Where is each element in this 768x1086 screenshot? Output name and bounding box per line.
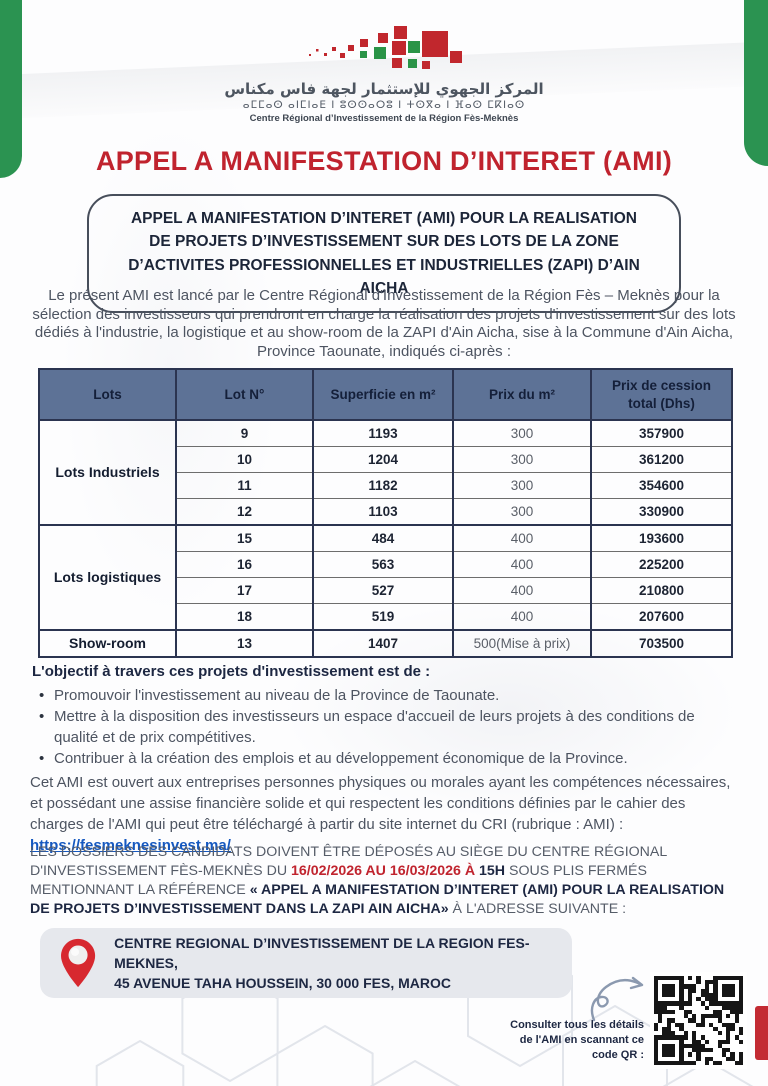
cell-superficie: 1407 [312,629,454,658]
cell-lot-number: 16 [175,551,314,578]
cell-superficie: 527 [312,577,454,604]
table-row: Show-room 13 1407 500(Mise à prix) 70350… [38,629,733,658]
col-header-superficie: Superficie en m² [312,367,454,422]
cri-logo-mosaic-icon [309,26,462,69]
group-label-showroom: Show-room [38,629,177,658]
qr-code [650,972,747,1069]
cell-prix-total: 193600 [590,524,733,552]
address-line-2: 45 AVENUE TAHA HOUSSEIN, 30 000 FES, MAR… [114,975,451,991]
cell-lot-number: 18 [175,603,314,631]
qr-caption: Consulter tous les détails de l'AMI en s… [510,1019,644,1061]
cell-prix-total: 210800 [590,577,733,604]
cell-superficie: 1182 [312,472,454,499]
cell-lot-number: 17 [175,577,314,604]
cell-prix-total: 354600 [590,472,733,499]
cell-superficie: 563 [312,551,454,578]
objective-item: Contribuer à la création des emplois et … [39,748,738,769]
col-header-prix-m2: Prix du m² [452,367,592,422]
deposit-text: SOUS PLIS FERMÉS MENTIONNANT LA RÉFÉRENC… [30,863,647,898]
col-header-prix-total: Prix de cession total (Dhs) [590,367,733,422]
cell-lot-number: 15 [175,524,314,552]
cell-prix-total: 703500 [590,629,733,658]
intro-paragraph: Le présent AMI est lancé par le Centre R… [32,287,736,360]
cell-lot-number: 12 [175,498,314,526]
table-row: 10 1204 300 361200 [39,446,733,473]
eligibility-paragraph: Cet AMI est ouvert aux entreprises perso… [30,772,740,856]
table-row: 17 527 400 210800 [39,577,733,604]
deposit-text: À L'ADRESSE SUIVANTE : [448,901,627,917]
lots-table: Lots Lot N° Superficie en m² Prix du m² … [38,367,733,659]
cell-prix-m2: 400 [452,551,592,578]
document-header: المركز الجهوي للإستثمار لجهة فاس مكناس ⴰ… [0,26,768,124]
cell-prix-m2: 500(Mise à prix) [452,629,592,658]
group-label-industriels: Lots Industriels [38,419,177,526]
deposit-dates: 16/02/2026 AU 16/03/2026 À [291,863,480,879]
table-header-row: Lots Lot N° Superficie en m² Prix du m² … [38,367,733,422]
group-label-logistiques: Lots logistiques [38,524,177,631]
objectives-section: L'objectif à travers ces projets d'inves… [32,663,738,769]
green-corner-strip-right [744,0,768,166]
logo-arabic-text: المركز الجهوي للإستثمار لجهة فاس مكناس [224,80,544,98]
cell-superficie: 1204 [312,446,454,473]
green-corner-strip-left [0,0,22,178]
deposit-reference: « APPEL A MANIFESTATION D’INTERET (AMI) … [30,882,725,917]
cell-lot-number: 10 [175,446,314,473]
cell-lot-number: 9 [175,419,314,447]
cell-superficie: 519 [312,603,454,631]
table-row: Lots logistiques 15 484 400 193600 [38,524,733,631]
table-row: 16 563 400 225200 [39,551,733,578]
red-edge-strip [755,1006,768,1060]
eligibility-text: Cet AMI est ouvert aux entreprises perso… [30,774,731,833]
table-row: Lots Industriels 9 1193 300 357900 [38,419,733,526]
page-title: APPEL A MANIFESTATION D’INTERET (AMI) [95,146,673,176]
logo-french-text: Centre Régional d’Investissement de la R… [249,113,519,124]
cell-prix-m2: 300 [452,472,592,499]
location-pin-icon [61,938,96,988]
cell-lot-number: 13 [175,629,314,658]
deposit-text: LES DOSSIERS DES CANDIDATS DOIVENT ÊTRE … [30,844,667,879]
cell-prix-m2: 300 [452,446,592,473]
cell-prix-m2: 300 [452,419,592,447]
table-row: 18 519 400 207600 [39,603,733,631]
cell-prix-m2: 400 [452,577,592,604]
address-card: CENTRE REGIONAL D’INVESTISSEMENT DE LA R… [40,928,572,998]
deposit-paragraph: LES DOSSIERS DES CANDIDATS DOIVENT ÊTRE … [30,843,742,919]
cell-prix-total: 361200 [590,446,733,473]
table-row: 12 1103 300 330900 [39,498,733,526]
deposit-time: 15H [479,863,506,879]
objectives-heading: L'objectif à travers ces projets d'inves… [32,663,431,680]
logo-tifinagh-text: ⴰⵎⵎⴰⵙ ⴰⵏⵎⵏⴰⴹ ⵏ ⵓⵙⵙⴰⵔⵓ ⵏ ⵜⵙⴳⴰ ⵏ ⴼⴰⵙ ⵎⴽⵏⴰⵙ [242,99,526,111]
objectives-list: Promouvoir l'investissement au niveau de… [32,685,738,769]
cell-prix-m2: 400 [452,524,592,552]
cell-prix-m2: 300 [452,498,592,526]
cell-prix-total: 357900 [590,419,733,447]
curved-arrow-icon [590,976,644,1022]
address-line-1: CENTRE REGIONAL D’INVESTISSEMENT DE LA R… [114,935,530,971]
objective-item: Promouvoir l'investissement au niveau de… [39,685,738,706]
col-header-lots: Lots [38,367,177,422]
col-header-lot-number: Lot N° [175,367,314,422]
cell-lot-number: 11 [175,472,314,499]
table-row: 11 1182 300 354600 [39,472,733,499]
cell-prix-total: 330900 [590,498,733,526]
cell-superficie: 1193 [312,419,454,447]
cell-superficie: 484 [312,524,454,552]
cell-prix-m2: 400 [452,603,592,631]
subject-box: APPEL A MANIFESTATION D’INTERET (AMI) PO… [87,194,681,313]
cri-website-link[interactable]: https://fesmeknesinvest.ma/ [30,837,231,854]
cell-prix-total: 225200 [590,551,733,578]
cell-prix-total: 207600 [590,603,733,631]
objective-item: Mettre à la disposition des investisseur… [39,706,738,748]
cell-superficie: 1103 [312,498,454,526]
